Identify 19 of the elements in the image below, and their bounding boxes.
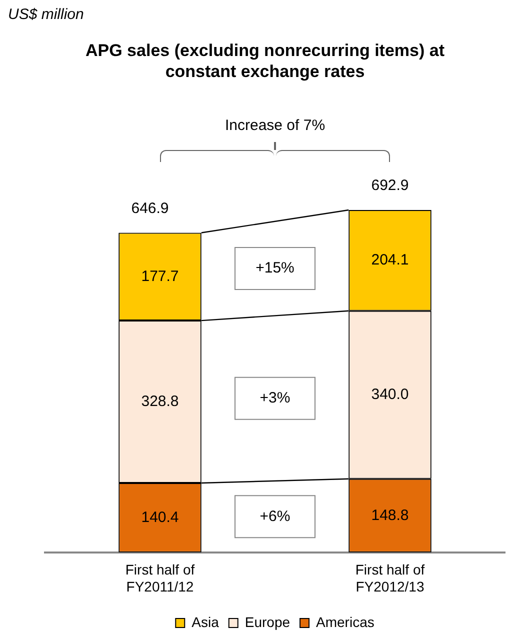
data-label: 140.4 bbox=[141, 508, 179, 526]
data-label: 204.1 bbox=[371, 252, 409, 269]
legend-label: Asia bbox=[192, 614, 220, 630]
annotation: +6% bbox=[260, 508, 290, 525]
x-tick-label: First half of FY2012/13 bbox=[355, 562, 425, 594]
total-label: 692.9 bbox=[371, 177, 409, 194]
data-label: 148.8 bbox=[371, 506, 409, 524]
legend-label: Europe bbox=[244, 614, 290, 630]
text: US$ million bbox=[8, 6, 84, 23]
data-label: 328.8 bbox=[141, 392, 179, 410]
legend-label: Americas bbox=[316, 614, 374, 630]
annotation: +15% bbox=[256, 260, 294, 277]
text: Increase of 7% bbox=[224, 117, 326, 134]
x-tick-label: First half of FY2011/12 bbox=[125, 562, 195, 594]
data-label: 177.7 bbox=[141, 268, 179, 285]
data-label: 340.0 bbox=[371, 386, 409, 404]
chart-title: APG sales (excluding nonrecurring items) at constant exchange rates bbox=[85, 40, 445, 82]
total-label: 646.9 bbox=[131, 200, 169, 217]
annotation: +3% bbox=[260, 389, 290, 406]
